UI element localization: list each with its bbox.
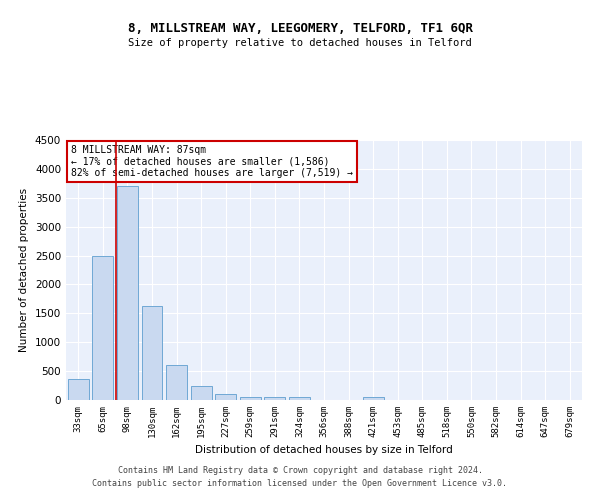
Text: 8 MILLSTREAM WAY: 87sqm
← 17% of detached houses are smaller (1,586)
82% of semi: 8 MILLSTREAM WAY: 87sqm ← 17% of detache…	[71, 145, 353, 178]
Bar	[362, 396, 383, 400]
Bar	[240, 396, 261, 400]
Bar	[142, 306, 163, 400]
Y-axis label: Number of detached properties: Number of detached properties	[19, 188, 29, 352]
Text: Contains HM Land Registry data © Crown copyright and database right 2024.
Contai: Contains HM Land Registry data © Crown c…	[92, 466, 508, 487]
Bar	[265, 397, 286, 400]
Bar	[191, 386, 212, 400]
Text: Size of property relative to detached houses in Telford: Size of property relative to detached ho…	[128, 38, 472, 48]
Bar	[215, 394, 236, 400]
Bar	[289, 397, 310, 400]
Bar	[92, 256, 113, 400]
Bar	[68, 378, 89, 400]
X-axis label: Distribution of detached houses by size in Telford: Distribution of detached houses by size …	[195, 446, 453, 456]
Text: 8, MILLSTREAM WAY, LEEGOMERY, TELFORD, TF1 6QR: 8, MILLSTREAM WAY, LEEGOMERY, TELFORD, T…	[128, 22, 473, 36]
Bar	[117, 186, 138, 400]
Bar	[166, 366, 187, 400]
